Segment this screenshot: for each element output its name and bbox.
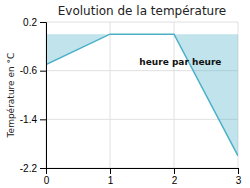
chart-svg: 0 1 2 3 0.2 -0.6 -1.4 -2.2 heure par heure Evolut… xyxy=(0,0,250,188)
y-axis: 0.2 -0.6 -1.4 -2.2 xyxy=(20,17,47,174)
y-tick: -0.6 xyxy=(20,65,46,76)
y-tick-label: -2.2 xyxy=(20,163,38,174)
area xyxy=(46,34,238,156)
title: Evolution de la température xyxy=(58,4,227,18)
x-tick-label: 3 xyxy=(236,175,242,186)
y-axis-title: Température en °C xyxy=(6,53,16,139)
y-tick: 0.2 xyxy=(23,17,46,28)
x-tick: 0 xyxy=(44,168,50,186)
x-axis: 0 1 2 3 xyxy=(44,168,242,186)
grid-line-y xyxy=(46,119,238,120)
x-tick-label: 2 xyxy=(172,175,178,186)
x-tick-mark xyxy=(110,168,111,174)
y-tick-label: 0.2 xyxy=(23,17,37,28)
x-tick-mark xyxy=(238,168,239,174)
grid-line-x xyxy=(110,22,111,168)
grid-line-x xyxy=(174,22,175,168)
y-tick-mark xyxy=(40,71,46,72)
y-tick-label: -0.6 xyxy=(20,65,38,76)
x-tick: 1 xyxy=(108,168,114,186)
y-tick: -1.4 xyxy=(20,114,46,125)
y-tick-label: -1.4 xyxy=(20,114,38,125)
x-tick-mark xyxy=(174,168,175,174)
x-tick-label: 1 xyxy=(108,175,114,186)
x-tick-label: 0 xyxy=(44,175,50,186)
x-tick: 3 xyxy=(236,168,242,186)
y-axis-line xyxy=(40,23,47,169)
grid-line-y xyxy=(46,22,238,23)
annotation: heure par heure xyxy=(139,57,221,67)
line xyxy=(46,34,238,156)
grid xyxy=(46,22,238,168)
x-tick: 2 xyxy=(172,168,178,186)
x-axis-line xyxy=(47,169,239,175)
y-tick-mark xyxy=(40,168,46,169)
y-tick-mark xyxy=(40,22,46,23)
chart-root: 0 1 2 3 0.2 -0.6 -1.4 -2.2 heure par heure xyxy=(20,17,242,186)
y-tick-mark xyxy=(40,119,46,120)
plot-area xyxy=(46,34,238,156)
y-tick: -2.2 xyxy=(20,163,46,174)
